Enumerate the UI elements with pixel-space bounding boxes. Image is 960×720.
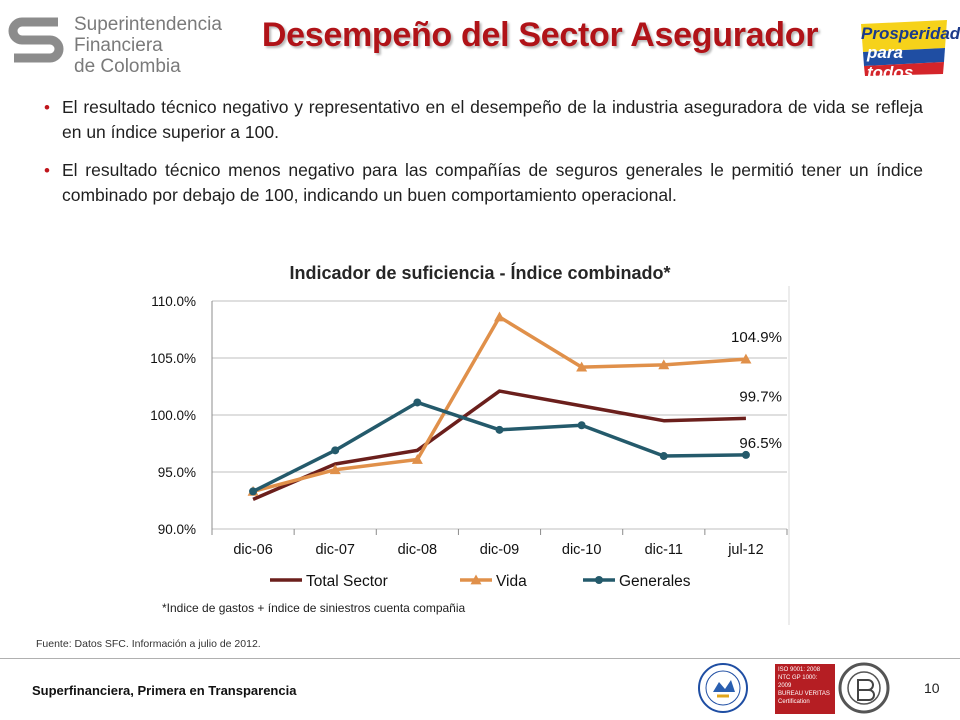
chart-series <box>247 311 752 501</box>
data-point <box>577 421 586 430</box>
sfc-name-line: Financiera <box>74 35 163 56</box>
bullet-list: • El resultado técnico negativo y repres… <box>40 95 923 221</box>
sfc-logo: Superintendencia Financiera de Colombia <box>8 14 223 77</box>
data-point <box>495 425 504 434</box>
prosperidad-line-1: Prosperidad <box>861 24 960 43</box>
prosperidad-logo: Prosperidad para todos <box>855 18 960 82</box>
data-point <box>411 453 423 464</box>
chart-legend: Total Sector Vida Generales <box>270 573 691 590</box>
chart-footnote: *Indice de gastos + índice de siniestros… <box>162 601 466 615</box>
iso-badge-line: BUREAU VERITAS <box>778 691 830 697</box>
data-point <box>658 359 670 370</box>
bullet-dot-icon: • <box>44 98 50 117</box>
sfc-name-line: Superintendencia <box>74 14 222 35</box>
y-tick-label: 95.0% <box>158 465 196 480</box>
data-point <box>249 487 258 496</box>
data-point <box>740 353 752 364</box>
series-line <box>252 389 746 501</box>
x-tick-label: dic-09 <box>480 542 520 558</box>
sfc-logo-mark-icon <box>8 14 64 70</box>
iso-badge-line: ISO 9001: 2008 <box>778 667 821 673</box>
y-tick-label: 100.0% <box>150 408 196 423</box>
bullet-text: El resultado técnico negativo y represen… <box>62 97 923 142</box>
data-point <box>659 452 668 461</box>
chart-gridlines <box>211 300 788 535</box>
prosperidad-flag-icon <box>861 20 947 76</box>
legend-label: Total Sector <box>306 573 388 590</box>
y-tick-label: 105.0% <box>150 351 196 366</box>
legend-label: Vida <box>496 573 527 590</box>
iso-badge-line: NTC GP 1000: 2009 <box>778 675 818 689</box>
x-tick-label: dic-06 <box>233 542 273 558</box>
y-tick-label: 90.0% <box>158 522 196 537</box>
source-note: Fuente: Datos SFC. Información a julio d… <box>36 638 261 650</box>
bureau-veritas-seal-icon <box>838 662 890 714</box>
bullet-item: • El resultado técnico negativo y repres… <box>40 95 923 145</box>
series-line <box>252 315 747 494</box>
bullet-dot-icon: • <box>44 161 50 180</box>
x-tick-label: dic-11 <box>645 542 683 558</box>
data-label: 99.7% <box>739 388 782 405</box>
y-axis-tick-labels: 90.0% 95.0% 100.0% 105.0% 110.0% <box>150 294 196 537</box>
x-tick-label: dic-08 <box>398 542 438 558</box>
bullet-item: • El resultado técnico menos negativo pa… <box>40 158 923 208</box>
data-point <box>494 311 505 322</box>
x-tick-label: dic-07 <box>315 542 355 558</box>
legend-marker <box>470 574 482 585</box>
iso-certification-badge: ISO 9001: 2008 NTC GP 1000: 2009 BUREAU … <box>775 664 835 714</box>
page-title: Desempeño del Sector Asegurador <box>261 16 819 54</box>
chart-title: Indicador de suficiencia - Índice combin… <box>289 262 670 283</box>
chart-data-labels: 99.7% 104.9% 96.5% <box>731 329 782 452</box>
data-point <box>413 398 422 407</box>
data-label: 104.9% <box>731 329 782 346</box>
page-number: 10 <box>924 680 940 696</box>
y-tick-label: 110.0% <box>151 294 196 309</box>
certification-seal-icon <box>698 663 748 713</box>
data-point <box>741 450 750 459</box>
prosperidad-line-2: para todos <box>867 43 914 82</box>
data-point <box>331 446 340 455</box>
data-label: 96.5% <box>739 435 782 452</box>
iso-badge-line: Certification <box>778 699 810 705</box>
x-axis-tick-labels: dic-06 dic-07 dic-08 dic-09 dic-10 dic-11 jul-… <box>233 542 763 558</box>
sfc-logo-text: Superintendencia Financiera de Colombia <box>74 14 222 77</box>
bullet-text: El resultado técnico menos negativo para… <box>62 160 923 205</box>
footer-tagline: Superfinanciera, Primera en Transparenci… <box>32 683 297 698</box>
legend-marker <box>595 576 603 584</box>
x-tick-label: jul-12 <box>727 542 763 558</box>
x-tick-label: dic-10 <box>562 542 602 558</box>
footer-divider <box>0 658 960 659</box>
data-point <box>576 361 588 372</box>
sfc-name-line: de Colombia <box>74 56 181 77</box>
legend-label: Generales <box>619 573 691 590</box>
series-line <box>252 400 746 493</box>
data-point <box>329 464 341 475</box>
